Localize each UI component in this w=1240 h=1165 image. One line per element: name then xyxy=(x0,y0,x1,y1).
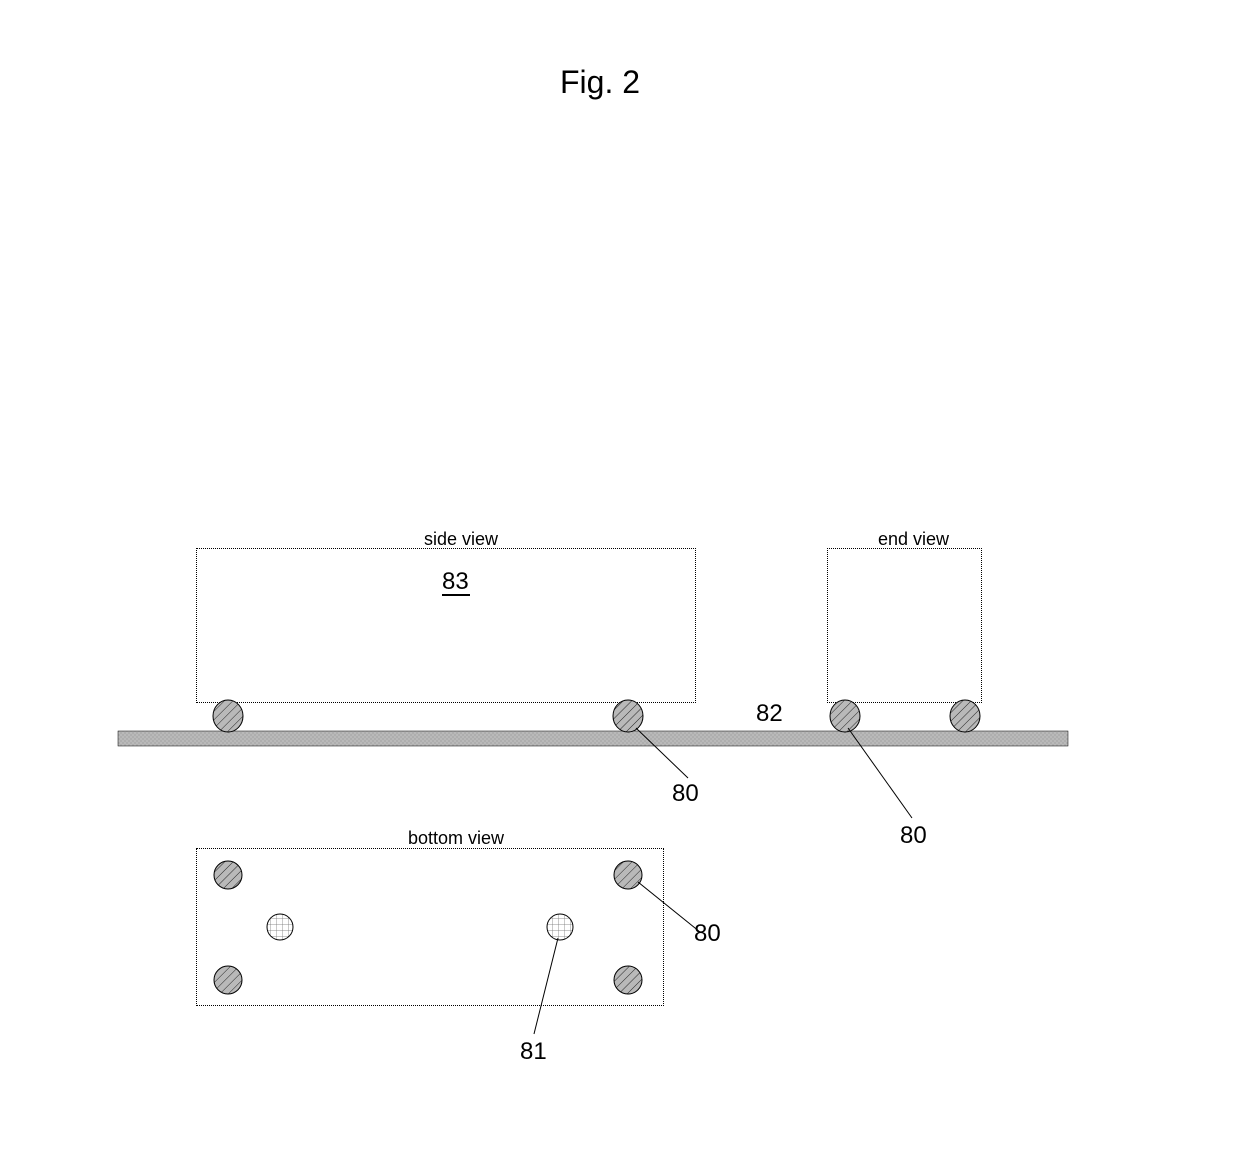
ref-80-c: 80 xyxy=(694,920,721,948)
ref-81: 81 xyxy=(520,1038,547,1066)
foot-80 xyxy=(614,966,642,994)
ground-bar xyxy=(118,731,1068,746)
diagram-svg xyxy=(0,0,1240,1165)
foot-80 xyxy=(950,700,980,732)
foot-81 xyxy=(267,914,293,940)
foot-80 xyxy=(214,861,242,889)
foot-80 xyxy=(613,700,643,732)
foot-80 xyxy=(213,700,243,732)
leader-line xyxy=(638,882,700,932)
ref-80-a: 80 xyxy=(672,780,699,808)
ref-82: 82 xyxy=(756,700,783,728)
foot-80 xyxy=(830,700,860,732)
leader-line xyxy=(534,938,558,1034)
foot-80 xyxy=(614,861,642,889)
ref-80-b: 80 xyxy=(900,822,927,850)
foot-80 xyxy=(214,966,242,994)
figure-canvas: Fig. 2 side view end view bottom view 83… xyxy=(0,0,1240,1165)
foot-81 xyxy=(547,914,573,940)
